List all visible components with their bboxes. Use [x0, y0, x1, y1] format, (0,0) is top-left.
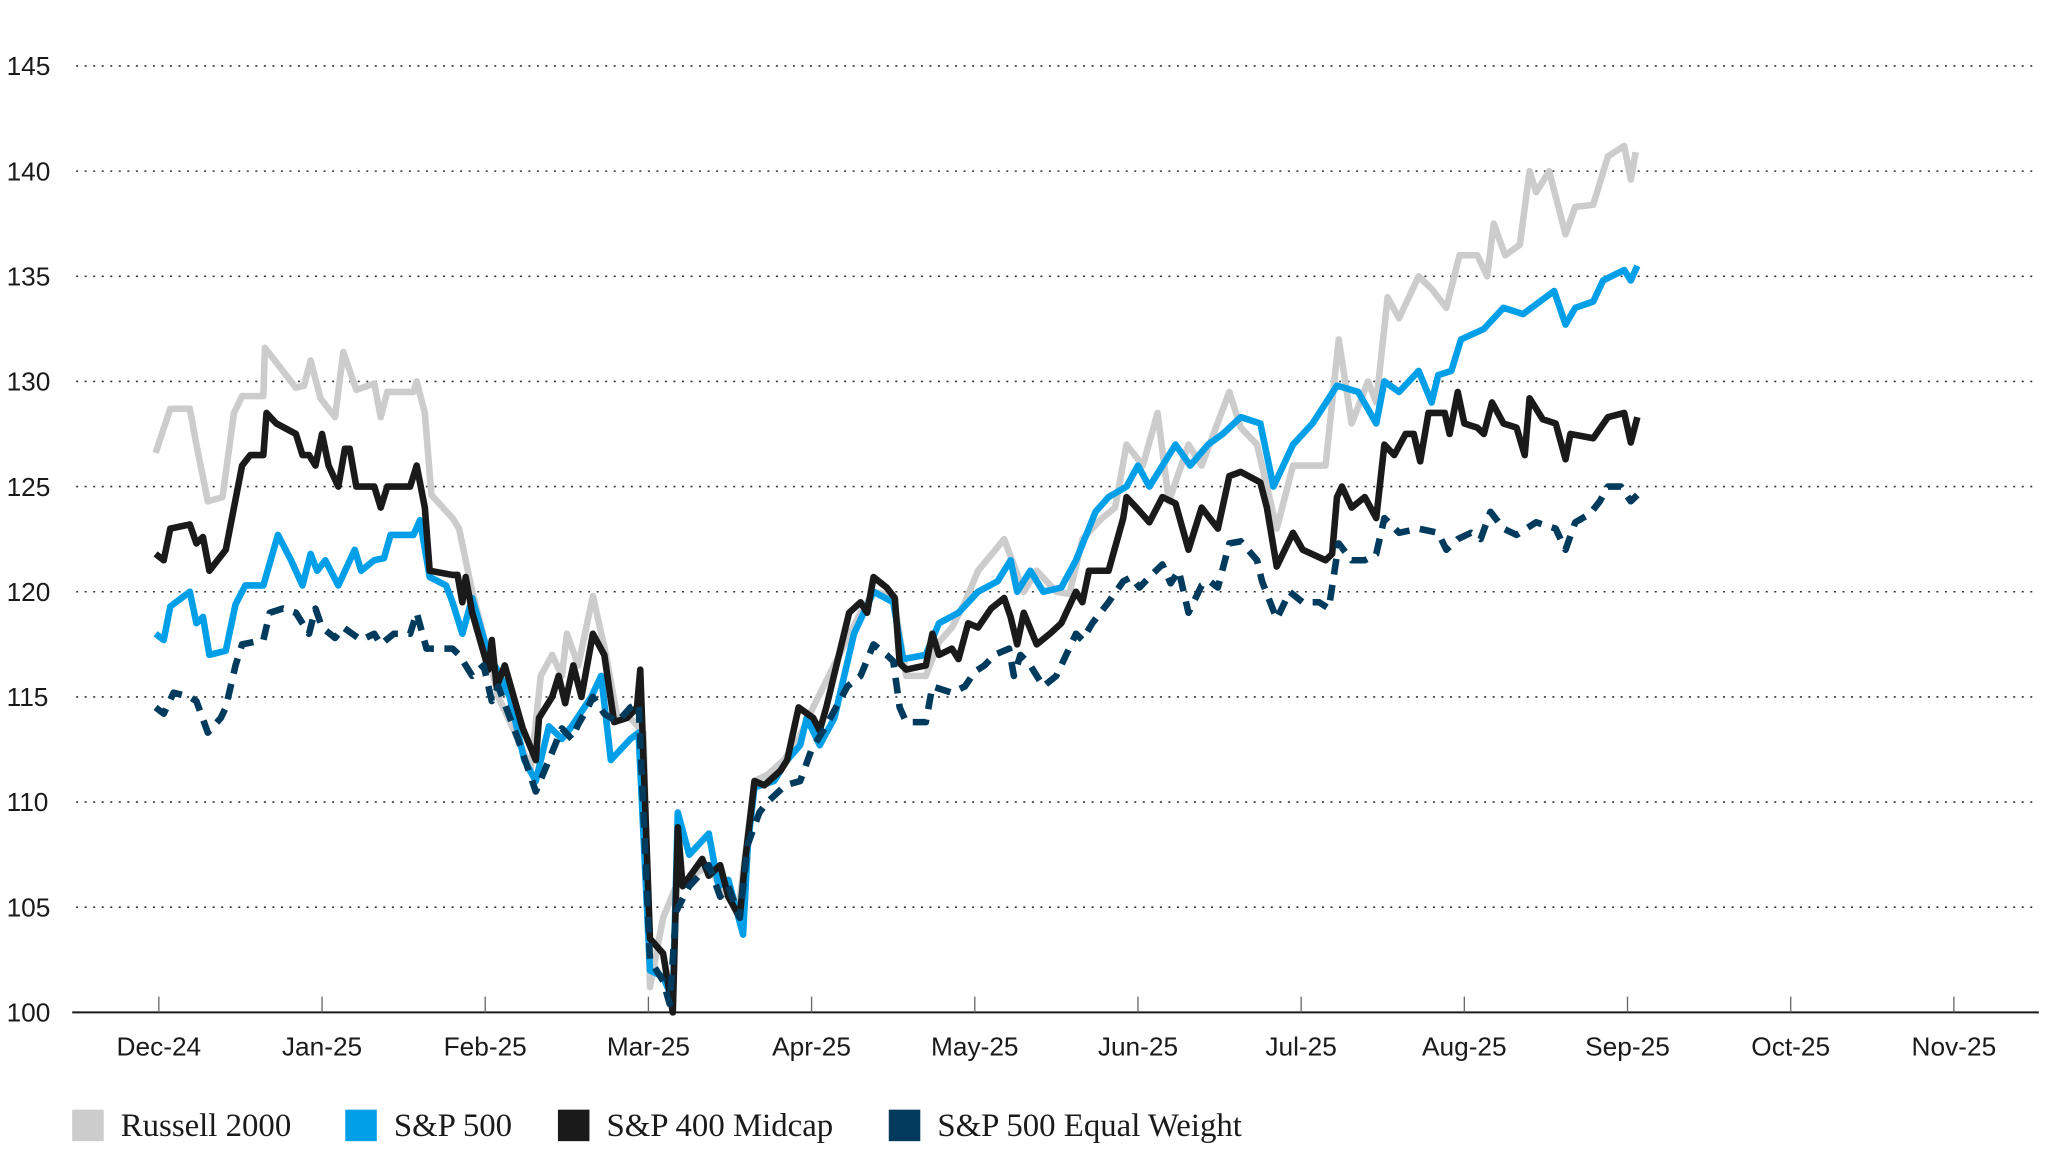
y-tick-label: 100 — [7, 998, 51, 1028]
y-tick-label: 135 — [7, 261, 51, 291]
legend-swatch — [72, 1109, 104, 1142]
series-line-russell-2000 — [152, 142, 1639, 991]
legend-item: S&P 500 Equal Weight — [888, 1108, 1242, 1144]
y-tick-label: 140 — [7, 156, 51, 186]
legend-swatch — [557, 1109, 590, 1142]
y-tick-label: 145 — [7, 51, 51, 81]
x-tick-label: Jul-25 — [1265, 1032, 1337, 1062]
x-axis: Dec-24 Jan-25 Feb-25 Mar-25 Apr-25 May-25 Jun-… — [72, 996, 2039, 1062]
x-tick-label: Apr-25 — [772, 1032, 851, 1062]
legend-swatch — [345, 1109, 377, 1142]
x-tick-label: Mar-25 — [607, 1032, 690, 1062]
legend-label: S&P 500 Equal Weight — [937, 1108, 1242, 1144]
legend-label: S&P 400 Midcap — [607, 1108, 834, 1144]
x-tick-label: Nov-25 — [1912, 1032, 1997, 1062]
y-tick-label: 125 — [7, 472, 51, 502]
x-tick-label: Jun-25 — [1098, 1032, 1178, 1062]
y-tick-label: 110 — [7, 787, 49, 817]
series-lines — [152, 142, 1641, 1016]
legend-item: S&P 400 Midcap — [557, 1108, 834, 1144]
x-tick-label: May-25 — [931, 1032, 1019, 1062]
x-tick-label: Jan-25 — [282, 1032, 362, 1062]
x-tick-label: Aug-25 — [1422, 1032, 1507, 1062]
series-line-s-p-500-equal-weight — [153, 483, 1640, 1008]
legend-swatch — [888, 1109, 921, 1142]
y-tick-label: 130 — [7, 367, 51, 397]
x-tick-label: Sep-25 — [1585, 1032, 1670, 1062]
y-tick-label: 105 — [7, 892, 51, 922]
legend-item: S&P 500 — [345, 1108, 512, 1144]
legend-label: S&P 500 — [394, 1108, 512, 1144]
legend-item: Russell 2000 — [72, 1108, 291, 1144]
x-tick-label: Dec-24 — [117, 1032, 202, 1062]
legend: Russell 2000 S&P 500 S&P 400 Midcap S&P 500… — [72, 1108, 1242, 1144]
series-line-s-p-400-midcap — [153, 388, 1641, 1016]
x-tick-label: Feb-25 — [444, 1032, 527, 1062]
y-axis: 100 105 110 115 120 125 130 135 140 145 — [7, 51, 51, 1027]
x-tick-label: Oct-25 — [1751, 1032, 1830, 1062]
legend-label: Russell 2000 — [121, 1108, 291, 1144]
y-tick-label: 120 — [7, 577, 51, 607]
y-tick-label: 115 — [7, 682, 49, 712]
